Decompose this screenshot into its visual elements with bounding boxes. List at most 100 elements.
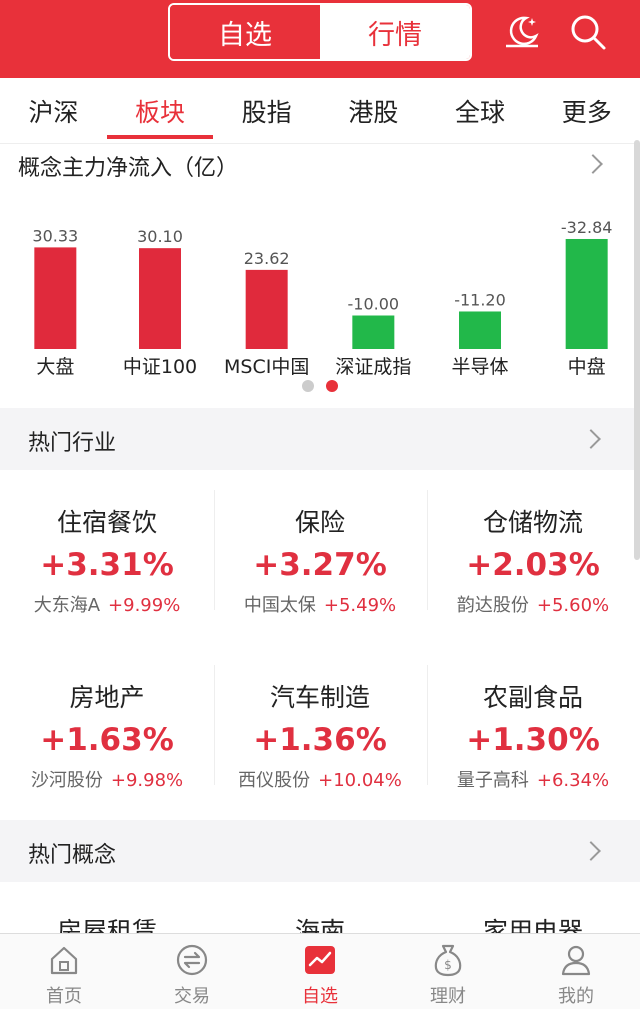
flow-bar[interactable] (459, 311, 501, 349)
leading-stock: 大东海A +9.99% (2, 591, 212, 617)
stock-change: +6.34% (536, 770, 610, 791)
flow-bar-chart: 30.33 大盘 30.10 中证100 23.62 MSCI中国 -10.00 深证成指 -1… (32, 218, 613, 378)
industry-card[interactable]: 住宿餐饮 +3.31% 大东海A +9.99% (2, 503, 212, 617)
industry-change: +3.27% (253, 547, 387, 583)
industry-name: 房地产 (69, 683, 145, 712)
hot-concept-header[interactable]: 热门概念 (0, 820, 640, 882)
flow-bar-label[interactable]: 大盘 (36, 356, 74, 378)
stock-name: 西仪股份 (238, 770, 311, 791)
flow-bar-value: 30.33 (32, 226, 78, 245)
watchlist-icon (305, 946, 335, 974)
divider (214, 665, 215, 785)
tab-global[interactable]: 全球 (455, 97, 506, 127)
hot-industry-chevron-icon (581, 429, 601, 449)
segment-control: 自选 行情 (168, 3, 472, 61)
page-dot-1[interactable] (302, 380, 314, 392)
svg-text:$: $ (444, 958, 452, 972)
flow-bar-value: 30.10 (137, 227, 183, 246)
flow-bar-value: 23.62 (244, 249, 290, 268)
flow-bar[interactable] (565, 238, 608, 349)
industry-name: 汽车制造 (269, 683, 370, 712)
divider (214, 490, 215, 610)
industry-card[interactable]: 农副食品 +1.30% 量子高科 +6.34% (428, 678, 638, 792)
hot-concept-chevron-icon (581, 841, 601, 861)
tab-hushen[interactable]: 沪深 (28, 97, 79, 127)
hot-concept-title: 热门概念 (28, 843, 117, 868)
industry-change: +1.36% (253, 722, 387, 758)
divider (427, 490, 428, 610)
industry-card[interactable]: 汽车制造 +1.36% 西仪股份 +10.04% (215, 678, 425, 792)
page-dot-2[interactable] (326, 380, 338, 392)
flow-title[interactable]: 概念主力净流入（亿） (18, 156, 239, 181)
market-tabs: 沪深 板块 股指 港股 全球 更多 (0, 78, 640, 144)
stock-name: 沙河股份 (30, 770, 103, 791)
tab-sector[interactable]: 板块 (106, 78, 214, 143)
wealth-icon: $ (434, 944, 462, 977)
leading-stock: 韵达股份 +5.60% (428, 591, 638, 617)
flow-bar-label[interactable]: MSCI中国 (224, 356, 309, 378)
flow-bar-label[interactable]: 中证100 (123, 356, 197, 378)
flow-bar[interactable] (34, 247, 77, 349)
industry-card[interactable]: 仓储物流 +2.03% 韵达股份 +5.60% (428, 503, 638, 617)
bottom-nav: 首页 交易 自选 $ 理财 我的 (0, 933, 640, 1009)
stock-name: 韵达股份 (456, 595, 529, 616)
industry-name: 保险 (294, 508, 345, 537)
flow-bar-value: -32.84 (561, 218, 613, 237)
app-header: 自选 行情 (0, 0, 640, 78)
industry-change: +1.30% (466, 722, 600, 758)
stock-change: +10.04% (318, 770, 402, 791)
nav-label: 理财 (430, 986, 466, 1007)
stock-change: +9.98% (110, 770, 184, 791)
stock-change: +5.60% (536, 595, 610, 616)
trade-icon (176, 944, 208, 976)
flow-more-chevron-icon[interactable] (583, 154, 603, 174)
search-icon[interactable] (568, 12, 608, 52)
profile-icon (561, 945, 591, 976)
tab-more[interactable]: 更多 (561, 97, 612, 127)
industry-name: 农副食品 (482, 683, 583, 712)
flow-bar-label[interactable]: 半导体 (451, 356, 508, 378)
stock-name: 量子高科 (456, 770, 529, 791)
flow-bar[interactable] (245, 269, 288, 349)
industry-card[interactable]: 保险 +3.27% 中国太保 +5.49% (215, 503, 425, 617)
industry-name: 仓储物流 (482, 508, 583, 537)
segment-watchlist[interactable]: 自选 (170, 5, 320, 59)
industry-change: +1.63% (40, 722, 174, 758)
flow-bar[interactable] (139, 248, 181, 349)
leading-stock: 西仪股份 +10.04% (215, 766, 425, 792)
divider (427, 665, 428, 785)
tab-hk[interactable]: 港股 (348, 97, 399, 127)
industry-change: +2.03% (466, 547, 600, 583)
leading-stock: 沙河股份 +9.98% (2, 766, 212, 792)
home-icon (50, 946, 78, 975)
flow-bar-value: -11.20 (454, 290, 506, 309)
flow-bar-label[interactable]: 深证成指 (335, 356, 411, 378)
nav-profile[interactable]: 我的 (512, 934, 640, 1009)
hot-industry-header[interactable]: 热门行业 (0, 408, 640, 470)
nav-label: 交易 (174, 986, 210, 1007)
leading-stock: 量子高科 +6.34% (428, 766, 638, 792)
nav-wealth[interactable]: $ 理财 (384, 934, 512, 1009)
stock-name: 大东海A (33, 595, 101, 616)
tab-index[interactable]: 股指 (241, 97, 292, 127)
industry-change: +3.31% (40, 547, 174, 583)
flow-bar[interactable] (352, 315, 395, 350)
flow-bar-label[interactable]: 中盘 (568, 356, 606, 378)
nav-watchlist[interactable]: 自选 (256, 934, 384, 1009)
nav-label: 我的 (558, 986, 594, 1007)
hot-industry-title: 热门行业 (28, 431, 117, 456)
nav-label: 自选 (302, 986, 338, 1007)
nav-trade[interactable]: 交易 (128, 934, 256, 1009)
nav-home[interactable]: 首页 (0, 934, 128, 1009)
nav-label: 首页 (46, 986, 82, 1007)
segment-market[interactable]: 行情 (320, 5, 470, 59)
night-mode-icon[interactable] (502, 12, 542, 52)
stock-name: 中国太保 (243, 595, 316, 616)
stock-change: +5.49% (323, 595, 397, 616)
stock-change: +9.99% (108, 595, 181, 616)
page-dots (302, 380, 338, 392)
scrollbar[interactable] (634, 140, 640, 560)
industry-name: 住宿餐饮 (56, 508, 157, 537)
leading-stock: 中国太保 +5.49% (215, 591, 425, 617)
industry-card[interactable]: 房地产 +1.63% 沙河股份 +9.98% (2, 678, 212, 792)
